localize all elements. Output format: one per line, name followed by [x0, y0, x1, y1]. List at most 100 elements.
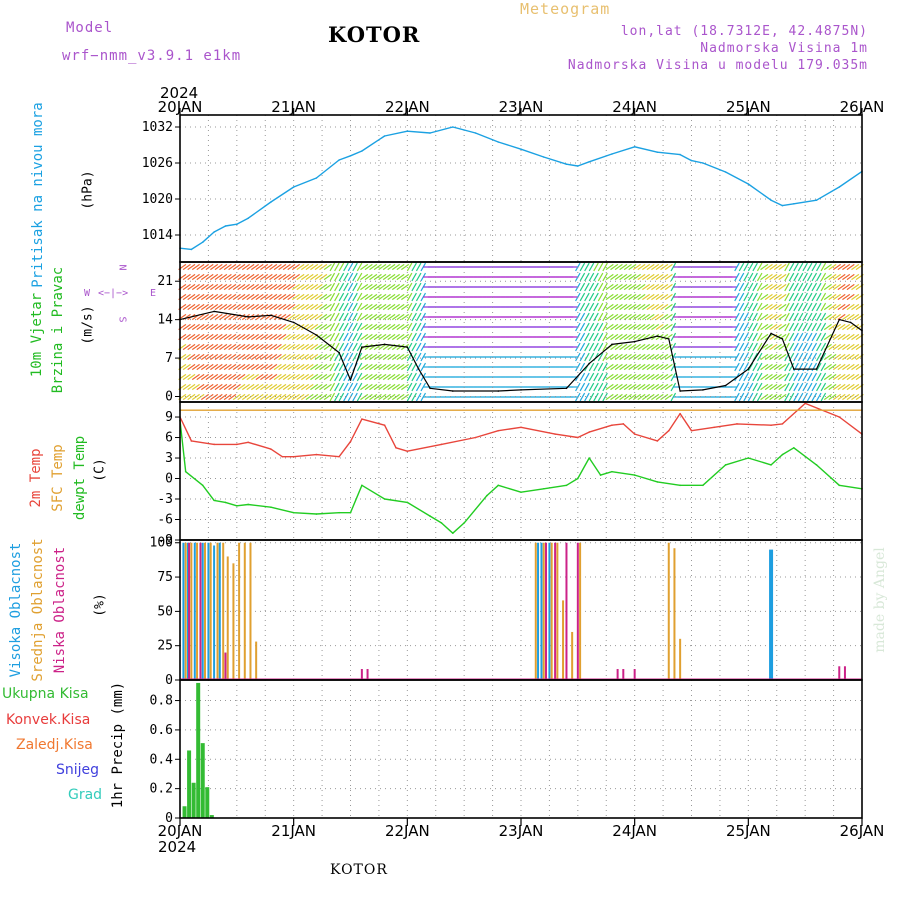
wind-barb	[219, 363, 228, 371]
wind-barb	[255, 353, 264, 361]
wind-barb	[396, 383, 405, 391]
wind-barb	[310, 313, 319, 321]
wind-barb	[364, 263, 373, 271]
wind-barb	[788, 292, 795, 302]
pressure-line-point	[520, 148, 522, 150]
wind-barb	[670, 332, 677, 342]
wind-barb	[820, 392, 827, 402]
wind-barb	[319, 393, 328, 401]
wind-barb	[214, 323, 223, 331]
wind-barb	[360, 383, 369, 391]
wind-barb	[846, 333, 855, 341]
wind-barb	[305, 343, 314, 351]
wind-barb	[411, 302, 417, 312]
wind-barb	[301, 333, 310, 341]
wind-barb	[269, 373, 278, 381]
wind-barb	[784, 382, 790, 392]
wind-barb	[602, 362, 608, 372]
temp-2m-line-point	[838, 416, 841, 418]
wind-barb	[651, 353, 660, 361]
wind-barb	[314, 393, 323, 401]
dewpt-temp-line	[179, 420, 863, 534]
wind-barb	[747, 362, 754, 372]
wind-barb	[282, 313, 291, 321]
mid-cloud-bar	[534, 542, 537, 680]
wind-barb	[411, 322, 417, 332]
wind-barb	[628, 313, 637, 321]
wind-barb	[738, 322, 745, 332]
wind-barb	[579, 372, 586, 382]
date-label-top: 25JAN	[726, 98, 771, 116]
low-cloud-bar	[616, 669, 619, 680]
wind-barb	[219, 343, 228, 351]
wind-barb	[223, 353, 232, 361]
wind-barb	[760, 323, 769, 331]
high-cloud-bar	[540, 542, 543, 680]
wind-barb	[614, 373, 623, 381]
wind-barb	[842, 263, 851, 271]
wind-barb	[842, 363, 851, 371]
wind-barb	[323, 323, 332, 331]
wind-barb	[851, 293, 860, 301]
pressure-ytick-label: 1026	[142, 156, 173, 171]
wind-barb	[597, 362, 604, 372]
wind-barb	[319, 353, 328, 361]
wind-barb	[214, 263, 223, 271]
wind-barb	[632, 283, 641, 291]
wind-barb	[820, 322, 827, 332]
wind-barb	[228, 393, 237, 401]
wind-barb	[237, 323, 246, 331]
wind-barb	[210, 283, 219, 291]
wind-barb	[406, 322, 413, 332]
low-cloud-bar	[545, 542, 548, 680]
wind-barb	[387, 363, 396, 371]
dewpt-temp-line-point	[213, 499, 215, 502]
wind-barb	[756, 262, 763, 272]
wind-barb	[210, 393, 219, 401]
wind-barb	[187, 293, 196, 301]
pressure-line-point	[793, 203, 795, 205]
wind-barb	[837, 273, 846, 281]
wind-barb	[196, 293, 205, 301]
mid-cloud-bar	[679, 638, 682, 680]
wind-barb	[784, 302, 790, 312]
wind-barb	[396, 353, 405, 361]
wind-barb	[579, 362, 586, 372]
wind-barb	[642, 273, 651, 281]
temp-2m-line-point	[622, 423, 625, 425]
wind-barb	[241, 273, 250, 281]
wind-barb	[396, 363, 405, 371]
compass-e: E	[150, 288, 157, 299]
wind-barb	[579, 382, 586, 392]
wind-barb	[628, 373, 637, 381]
wind-barb	[223, 373, 232, 381]
wind-barb	[660, 313, 669, 321]
dewpt-temp-line-point	[429, 515, 431, 517]
wind-barb	[743, 282, 749, 292]
wind-barb	[760, 393, 769, 401]
wind-barb	[396, 283, 405, 291]
wind-barb	[614, 323, 623, 331]
wind-speed-line-point	[520, 389, 522, 391]
wind-barb	[301, 263, 310, 271]
wind-barb	[842, 373, 851, 381]
wind-barb	[670, 302, 677, 312]
temp-2m-line-point	[247, 441, 249, 444]
wind-barb	[219, 323, 228, 331]
wind-barb	[637, 353, 646, 361]
wind-barb	[806, 312, 813, 322]
date-label-top: 22JAN	[385, 98, 430, 116]
wind-barb	[851, 303, 860, 311]
wind-barb	[305, 313, 314, 321]
meteogram-label: Meteogram	[520, 0, 611, 18]
wind-barb	[287, 323, 296, 331]
wind-barb	[806, 362, 813, 372]
wind-barb	[769, 373, 778, 381]
mid-cloud-bar	[243, 542, 246, 680]
wind-barb	[584, 372, 590, 382]
wind-barb	[273, 263, 282, 271]
wind-barb	[851, 283, 860, 291]
wind-barb	[219, 353, 228, 361]
wind-barb	[356, 372, 363, 382]
wind-barb	[828, 383, 837, 391]
